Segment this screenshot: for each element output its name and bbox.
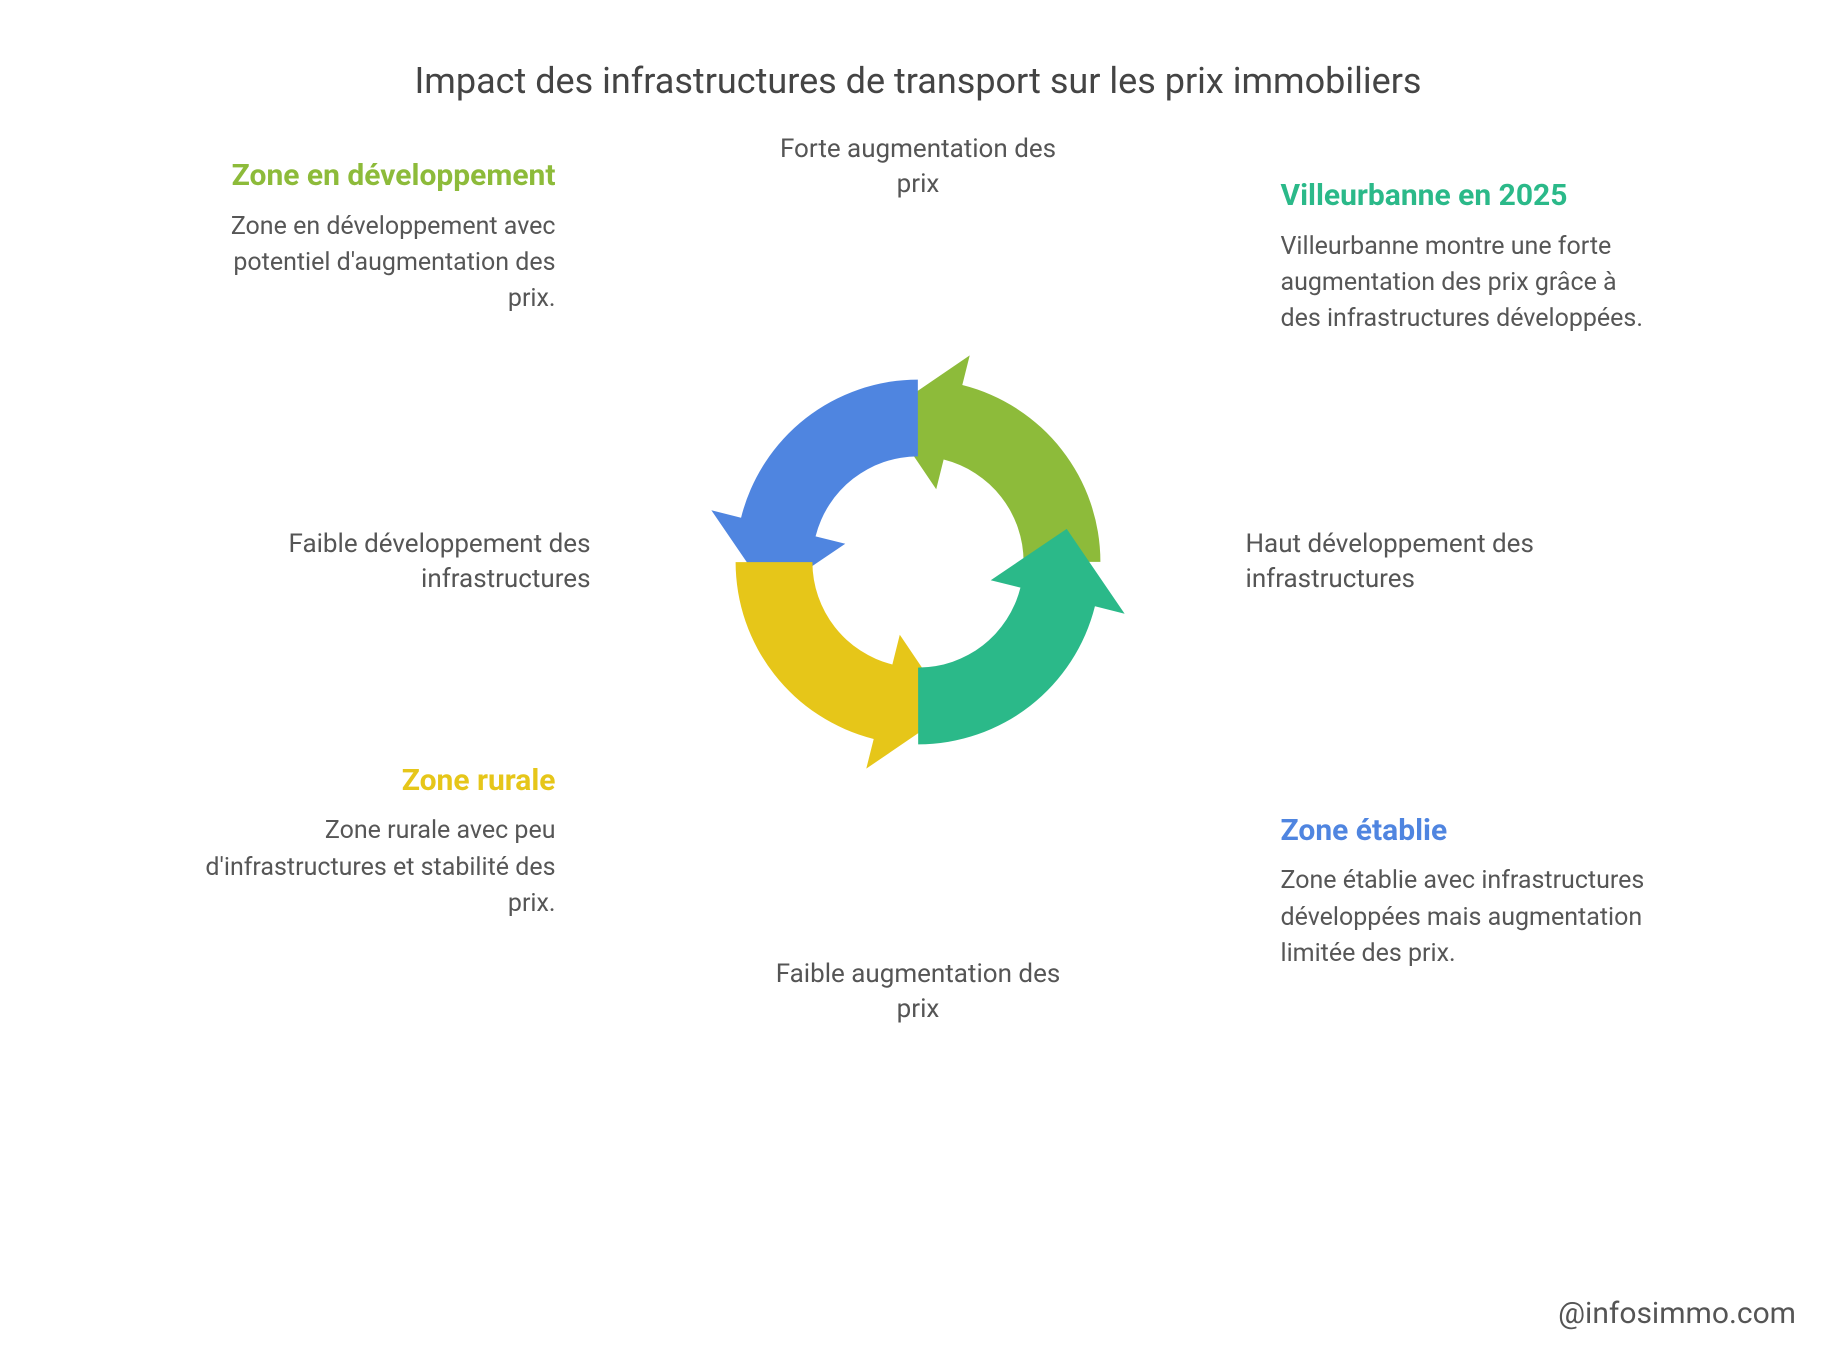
quadrant-body: Zone établie avec infrastructures dévelo… [1281, 863, 1651, 972]
quadrant-top-right: Villeurbanne en 2025 Villeurbanne montre… [1281, 177, 1651, 337]
page-title: Impact des infrastructures de transport … [186, 60, 1651, 102]
quadrant-bottom-left: Zone rurale Zone rurale avec peu d'infra… [186, 762, 556, 922]
quadrant-body: Zone rurale avec peu d'infrastructures e… [186, 813, 556, 922]
diagram-container: Forte augmentation des prix Faible augme… [186, 112, 1651, 1012]
quadrant-heading: Zone rurale [186, 762, 556, 800]
quadrant-heading: Villeurbanne en 2025 [1281, 177, 1651, 215]
quadrant-bottom-right: Zone établie Zone établie avec infrastru… [1281, 812, 1651, 972]
cycle-diagram [678, 322, 1158, 802]
axis-label-bottom: Faible augmentation des prix [758, 957, 1078, 1027]
quadrant-body: Villeurbanne montre une forte augmentati… [1281, 229, 1651, 338]
quadrant-top-left: Zone en développement Zone en développem… [186, 157, 556, 317]
quadrant-heading: Zone établie [1281, 812, 1651, 850]
quadrant-body: Zone en développement avec potentiel d'a… [186, 209, 556, 318]
credit-text: @infosimmo.com [1558, 1296, 1796, 1331]
axis-label-top: Forte augmentation des prix [758, 132, 1078, 202]
axis-label-right: Haut développement des infrastructures [1246, 527, 1566, 597]
quadrant-heading: Zone en développement [186, 157, 556, 195]
axis-label-left: Faible développement des infrastructures [271, 527, 591, 597]
